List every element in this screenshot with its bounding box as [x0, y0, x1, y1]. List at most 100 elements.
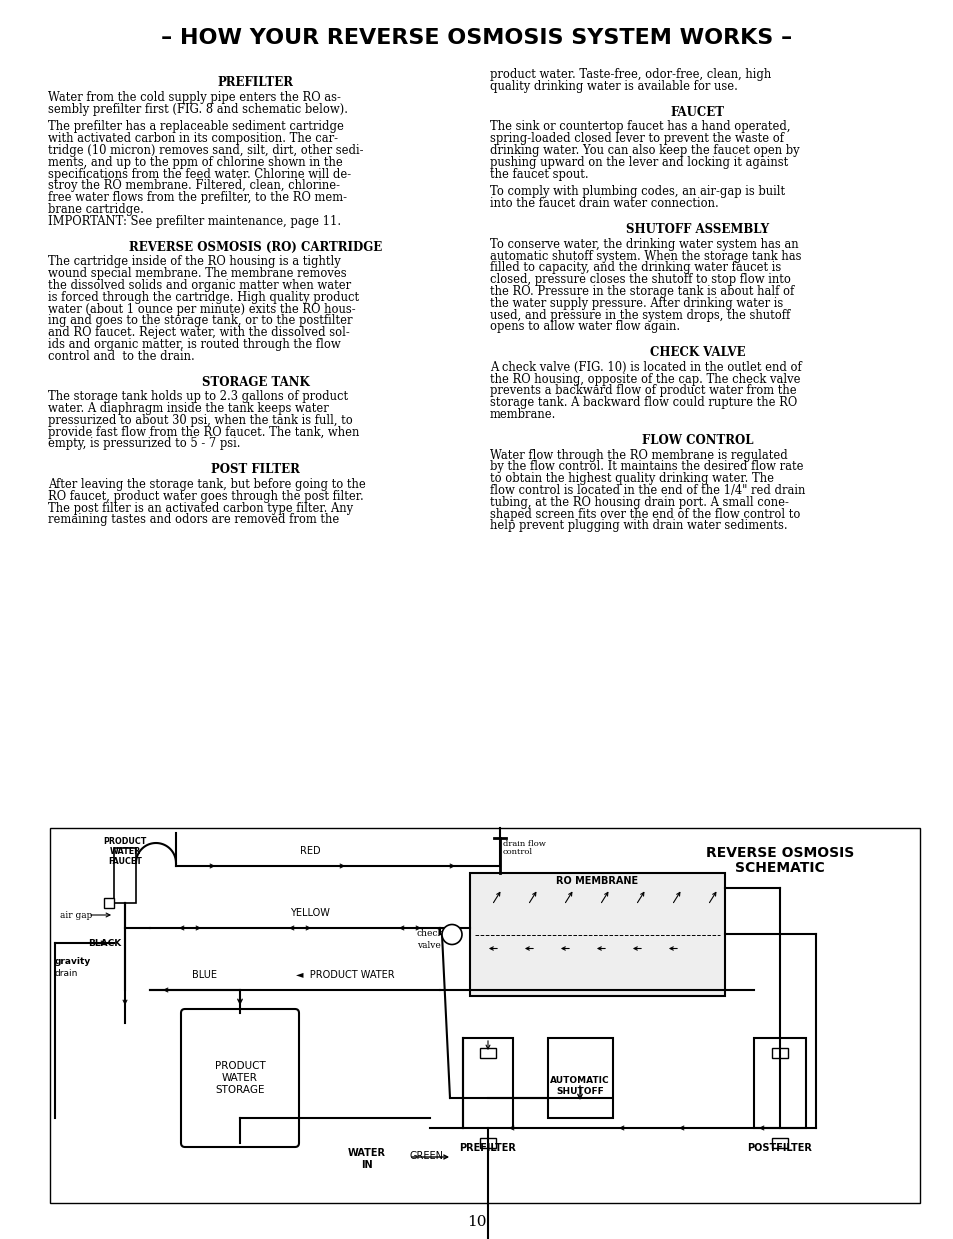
- Text: drain flow: drain flow: [502, 840, 545, 847]
- Text: To comply with plumbing codes, an air-gap is built: To comply with plumbing codes, an air-ga…: [490, 186, 784, 198]
- Bar: [50, 828, 919, 1203]
- Text: BLACK: BLACK: [88, 938, 121, 948]
- Text: RED: RED: [299, 846, 320, 856]
- Text: POST FILTER: POST FILTER: [211, 463, 299, 476]
- Text: water. A diaphragm inside the tank keeps water: water. A diaphragm inside the tank keeps…: [48, 401, 329, 415]
- Text: AUTOMATIC
SHUTOFF: AUTOMATIC SHUTOFF: [550, 1077, 609, 1095]
- Text: tridge (10 micron) removes sand, silt, dirt, other sedi-: tridge (10 micron) removes sand, silt, d…: [48, 144, 363, 157]
- Text: is forced through the cartridge. High quality product: is forced through the cartridge. High qu…: [48, 291, 358, 304]
- Text: RO faucet, product water goes through the post filter.: RO faucet, product water goes through th…: [48, 489, 363, 503]
- Text: the dissolved solids and organic matter when water: the dissolved solids and organic matter …: [48, 279, 351, 292]
- Bar: [771, 1048, 787, 1058]
- Text: and RO faucet. Reject water, with the dissolved sol-: and RO faucet. Reject water, with the di…: [48, 326, 350, 339]
- Text: drinking water. You can also keep the faucet open by: drinking water. You can also keep the fa…: [490, 144, 799, 157]
- Text: the water supply pressure. After drinking water is: the water supply pressure. After drinkin…: [490, 296, 782, 310]
- Text: REVERSE OSMOSIS (RO) CARTRIDGE: REVERSE OSMOSIS (RO) CARTRIDGE: [129, 240, 382, 254]
- Text: The post filter is an activated carbon type filter. Any: The post filter is an activated carbon t…: [48, 502, 353, 514]
- Text: membrane.: membrane.: [490, 408, 556, 421]
- Text: After leaving the storage tank, but before going to the: After leaving the storage tank, but befo…: [48, 478, 365, 491]
- Text: water (about 1 ounce per minute) exits the RO hous-: water (about 1 ounce per minute) exits t…: [48, 302, 355, 316]
- Text: brane cartridge.: brane cartridge.: [48, 203, 144, 216]
- Bar: [479, 1048, 496, 1058]
- Text: product water. Taste-free, odor-free, clean, high: product water. Taste-free, odor-free, cl…: [490, 68, 770, 81]
- Text: – HOW YOUR REVERSE OSMOSIS SYSTEM WORKS –: – HOW YOUR REVERSE OSMOSIS SYSTEM WORKS …: [161, 28, 792, 48]
- Text: Water from the cold supply pipe enters the RO as-: Water from the cold supply pipe enters t…: [48, 90, 340, 104]
- Text: opens to allow water flow again.: opens to allow water flow again.: [490, 321, 679, 333]
- Text: FAUCET: FAUCET: [108, 857, 142, 866]
- Text: automatic shutoff system. When the storage tank has: automatic shutoff system. When the stora…: [490, 249, 801, 263]
- Text: specifications from the feed water. Chlorine will de-: specifications from the feed water. Chlo…: [48, 167, 351, 181]
- Text: valve: valve: [416, 940, 440, 949]
- Text: FAUCET: FAUCET: [670, 105, 723, 119]
- Text: A check valve (FIG. 10) is located in the outlet end of: A check valve (FIG. 10) is located in th…: [490, 361, 801, 374]
- Text: RO MEMBRANE: RO MEMBRANE: [556, 876, 638, 886]
- Text: check: check: [416, 928, 443, 938]
- FancyBboxPatch shape: [181, 1009, 298, 1147]
- Text: BLUE: BLUE: [193, 970, 217, 980]
- Text: POSTFILTER: POSTFILTER: [747, 1144, 812, 1154]
- Text: PRODUCT: PRODUCT: [103, 838, 147, 846]
- Text: ments, and up to the ppm of chlorine shown in the: ments, and up to the ppm of chlorine sho…: [48, 156, 342, 169]
- Bar: [771, 1137, 787, 1149]
- Text: by the flow control. It maintains the desired flow rate: by the flow control. It maintains the de…: [490, 461, 802, 473]
- Text: gravity: gravity: [55, 957, 91, 965]
- Text: air gap: air gap: [60, 911, 92, 919]
- Text: tubing, at the RO housing drain port. A small cone-: tubing, at the RO housing drain port. A …: [490, 496, 788, 509]
- Text: The prefilter has a replaceable sediment cartridge: The prefilter has a replaceable sediment…: [48, 120, 343, 134]
- Text: PREFILTER: PREFILTER: [217, 76, 294, 89]
- Text: used, and pressure in the system drops, the shutoff: used, and pressure in the system drops, …: [490, 309, 789, 321]
- Text: free water flows from the prefilter, to the RO mem-: free water flows from the prefilter, to …: [48, 191, 347, 204]
- Text: control and  to the drain.: control and to the drain.: [48, 349, 194, 363]
- Text: storage tank. A backward flow could rupture the RO: storage tank. A backward flow could rupt…: [490, 396, 797, 409]
- Text: The cartridge inside of the RO housing is a tightly: The cartridge inside of the RO housing i…: [48, 255, 340, 269]
- Text: IMPORTANT: See prefilter maintenance, page 11.: IMPORTANT: See prefilter maintenance, pa…: [48, 214, 341, 228]
- Text: quality drinking water is available for use.: quality drinking water is available for …: [490, 79, 737, 93]
- Text: closed, pressure closes the shutoff to stop flow into: closed, pressure closes the shutoff to s…: [490, 273, 790, 286]
- Text: provide fast flow from the RO faucet. The tank, when: provide fast flow from the RO faucet. Th…: [48, 426, 359, 439]
- Text: empty, is pressurized to 5 - 7 psi.: empty, is pressurized to 5 - 7 psi.: [48, 437, 240, 451]
- Text: Water flow through the RO membrane is regulated: Water flow through the RO membrane is re…: [490, 449, 787, 462]
- Text: wound special membrane. The membrane removes: wound special membrane. The membrane rem…: [48, 268, 346, 280]
- Text: 10: 10: [467, 1215, 486, 1229]
- Text: To conserve water, the drinking water system has an: To conserve water, the drinking water sy…: [490, 238, 798, 250]
- Text: flow control is located in the end of the 1/4" red drain: flow control is located in the end of th…: [490, 484, 804, 497]
- Bar: [113, 847, 136, 903]
- Text: SCHEMATIC: SCHEMATIC: [735, 861, 824, 875]
- Bar: [470, 873, 724, 996]
- Text: IN: IN: [361, 1160, 373, 1170]
- Text: help prevent plugging with drain water sediments.: help prevent plugging with drain water s…: [490, 519, 787, 533]
- Text: PREFILTER: PREFILTER: [459, 1144, 516, 1154]
- Text: drain: drain: [55, 969, 78, 978]
- Text: with activated carbon in its composition. The car-: with activated carbon in its composition…: [48, 133, 337, 145]
- Text: pressurized to about 30 psi, when the tank is full, to: pressurized to about 30 psi, when the ta…: [48, 414, 353, 427]
- Text: remaining tastes and odors are removed from the: remaining tastes and odors are removed f…: [48, 513, 339, 527]
- Text: spring-loaded closed lever to prevent the waste of: spring-loaded closed lever to prevent th…: [490, 133, 783, 145]
- Text: STORAGE TANK: STORAGE TANK: [201, 375, 309, 389]
- Circle shape: [441, 924, 461, 944]
- Bar: [479, 1137, 496, 1149]
- Text: the RO housing, opposite of the cap. The check valve: the RO housing, opposite of the cap. The…: [490, 373, 800, 385]
- Text: the RO. Pressure in the storage tank is about half of: the RO. Pressure in the storage tank is …: [490, 285, 794, 297]
- Text: ◄  PRODUCT WATER: ◄ PRODUCT WATER: [295, 970, 394, 980]
- Text: the faucet spout.: the faucet spout.: [490, 167, 588, 181]
- Text: stroy the RO membrane. Filtered, clean, chlorine-: stroy the RO membrane. Filtered, clean, …: [48, 180, 339, 192]
- Text: YELLOW: YELLOW: [290, 908, 330, 918]
- Text: CHECK VALVE: CHECK VALVE: [649, 346, 744, 359]
- Text: WATER: WATER: [348, 1149, 386, 1158]
- Text: to obtain the highest quality drinking water. The: to obtain the highest quality drinking w…: [490, 472, 773, 486]
- Text: pushing upward on the lever and locking it against: pushing upward on the lever and locking …: [490, 156, 787, 169]
- Text: SHUTOFF ASSEMBLY: SHUTOFF ASSEMBLY: [625, 223, 768, 235]
- Text: ing and goes to the storage tank, or to the postfilter: ing and goes to the storage tank, or to …: [48, 315, 352, 327]
- Text: shaped screen fits over the end of the flow control to: shaped screen fits over the end of the f…: [490, 508, 800, 520]
- Text: control: control: [502, 847, 533, 856]
- Text: The sink or countertop faucet has a hand operated,: The sink or countertop faucet has a hand…: [490, 120, 790, 134]
- Text: GREEN: GREEN: [410, 1151, 443, 1161]
- Text: prevents a backward flow of product water from the: prevents a backward flow of product wate…: [490, 384, 796, 398]
- Text: REVERSE OSMOSIS: REVERSE OSMOSIS: [705, 846, 853, 860]
- Text: The storage tank holds up to 2.3 gallons of product: The storage tank holds up to 2.3 gallons…: [48, 390, 348, 403]
- Bar: [753, 1038, 805, 1127]
- Text: filled to capacity, and the drinking water faucet is: filled to capacity, and the drinking wat…: [490, 261, 781, 274]
- Bar: [462, 1038, 513, 1127]
- Text: ids and organic matter, is routed through the flow: ids and organic matter, is routed throug…: [48, 338, 340, 351]
- Text: FLOW CONTROL: FLOW CONTROL: [641, 434, 753, 447]
